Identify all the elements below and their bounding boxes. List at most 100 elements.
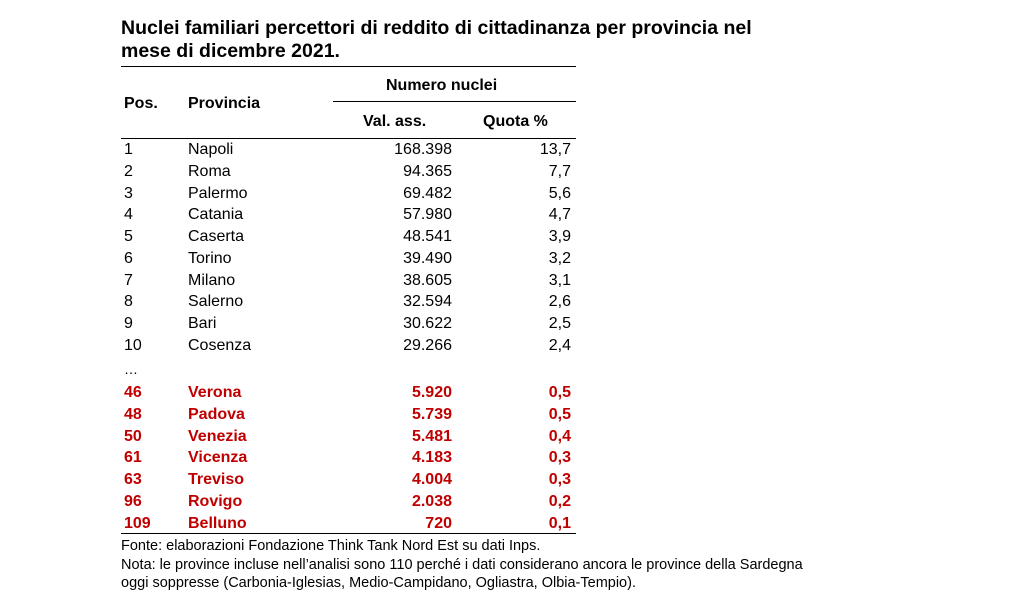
rows-ellipsis: … [124,361,138,377]
table-row: 109 Belluno 720 0,1 [0,513,1024,535]
cell-provincia: Verona [188,384,242,401]
cell-quota: 3,9 [548,228,571,245]
cell-pos: 48 [124,405,142,423]
header-provincia: Provincia [188,95,261,112]
cell-quota: 4,7 [548,206,571,224]
cell-quota: 2,5 [548,315,571,332]
cell-pos: 2 [124,162,133,180]
cell-val-ass: 38.605 [403,271,452,289]
table-row: 48 Padova 5.739 0,5 [0,404,1024,426]
table-bottom-rule [121,533,576,534]
table-row: 1 Napoli 168.398 13,7 [0,139,1024,161]
cell-pos: 8 [124,293,133,311]
table-row: 96 Rovigo 2.038 0,2 [0,491,1024,513]
cell-pos: 1 [124,141,133,158]
cell-val-ass: 168.398 [394,141,452,158]
cell-provincia: Treviso [188,471,245,488]
table-row: 50 Venezia 5.481 0,4 [0,426,1024,448]
cell-provincia: Bari [188,315,217,332]
cell-quota: 0,5 [548,384,571,401]
cell-provincia: Palermo [188,184,248,202]
footnote-line-2: oggi soppresse (Carbonia-Iglesias, Medio… [121,575,636,591]
header-pos: Pos. [124,95,158,112]
cell-provincia: Salerno [188,293,244,311]
cell-pos: 4 [124,206,133,224]
cell-quota: 3,1 [548,271,571,289]
cell-val-ass: 48.541 [403,228,452,245]
cell-val-ass: 5.739 [411,405,452,423]
cell-quota: 2,6 [548,293,571,311]
cell-val-ass: 5.920 [411,384,452,401]
cell-quota: 7,7 [548,162,571,180]
footnote-line-1: Nota: le province incluse nell’analisi s… [121,557,803,573]
cell-val-ass: 39.490 [403,249,452,267]
cell-provincia: Cosenza [188,336,252,354]
cell-provincia: Padova [188,405,245,423]
cell-val-ass: 2.038 [411,492,452,510]
cell-provincia: Rovigo [188,492,243,510]
cell-quota: 5,6 [548,184,571,202]
title-line-2: mese di dicembre 2021. [121,40,340,62]
cell-val-ass: 32.594 [403,293,452,311]
cell-pos: 50 [124,427,142,445]
cell-quota: 0,3 [548,449,571,467]
cell-pos: 109 [124,514,151,532]
cell-provincia: Catania [188,206,244,224]
table-row: 8 Salerno 32.594 2,6 [0,291,1024,313]
cell-pos: 9 [124,315,133,332]
header-quota: Quota % [483,113,548,130]
cell-val-ass: 94.365 [403,162,452,180]
source-note: Fonte: elaborazioni Fondazione Think Tan… [121,538,541,554]
table-row: 5 Caserta 48.541 3,9 [0,226,1024,248]
cell-provincia: Napoli [188,141,234,158]
cell-provincia: Torino [188,249,232,267]
cell-pos: 96 [124,492,142,510]
cell-val-ass: 30.622 [403,315,452,332]
header-numero-nuclei: Numero nuclei [386,77,498,94]
table-row: 3 Palermo 69.482 5,6 [0,183,1024,205]
cell-quota: 0,4 [548,427,571,445]
table-row: 2 Roma 94.365 7,7 [0,161,1024,183]
table-row: 61 Vicenza 4.183 0,3 [0,447,1024,469]
cell-pos: 6 [124,249,133,267]
cell-val-ass: 5.481 [411,427,452,445]
cell-provincia: Milano [188,271,236,289]
table-row: 10 Cosenza 29.266 2,4 [0,335,1024,357]
cell-provincia: Vicenza [188,449,248,467]
top-rule [121,66,576,67]
cell-val-ass: 69.482 [403,184,452,202]
cell-pos: 10 [124,336,142,354]
cell-pos: 61 [124,449,142,467]
cell-quota: 2,4 [548,336,571,354]
table-row: 46 Verona 5.920 0,5 [0,382,1024,404]
cell-val-ass: 29.266 [403,336,452,354]
table-row: 6 Torino 39.490 3,2 [0,248,1024,270]
cell-val-ass: 57.980 [403,206,452,224]
cell-quota: 13,7 [539,141,571,158]
cell-pos: 3 [124,184,133,202]
table-row: 7 Milano 38.605 3,1 [0,270,1024,292]
cell-quota: 0,3 [548,471,571,488]
cell-provincia: Caserta [188,228,245,245]
group-rule [333,101,576,102]
cell-pos: 7 [124,271,133,289]
cell-pos: 63 [124,471,142,488]
cell-val-ass: 4.183 [411,449,452,467]
cell-provincia: Belluno [188,514,247,532]
table-row: 9 Bari 30.622 2,5 [0,313,1024,335]
cell-quota: 0,5 [548,405,571,423]
table-row: 63 Treviso 4.004 0,3 [0,469,1024,491]
table-title: Nuclei familiari percettori di reddito d… [121,17,921,63]
cell-pos: 46 [124,384,142,401]
cell-val-ass: 720 [425,514,452,532]
cell-val-ass: 4.004 [411,471,452,488]
cell-quota: 3,2 [548,249,571,267]
cell-quota: 0,2 [548,492,571,510]
title-line-1: Nuclei familiari percettori di reddito d… [121,17,752,39]
header-val-ass: Val. ass. [363,113,427,130]
cell-provincia: Venezia [188,427,247,445]
cell-quota: 0,1 [548,514,571,532]
cell-provincia: Roma [188,162,231,180]
cell-pos: 5 [124,228,133,245]
table-row: 4 Catania 57.980 4,7 [0,204,1024,226]
